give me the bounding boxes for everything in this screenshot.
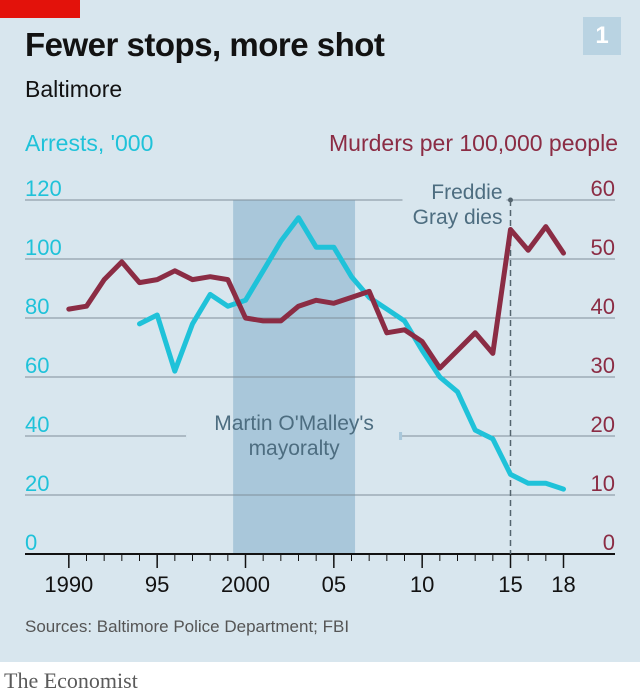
freddie-gray-dot: [508, 197, 513, 203]
left-tick-label: 40: [25, 412, 49, 437]
right-tick-label: 30: [591, 353, 615, 378]
x-tick-label: 10: [410, 572, 434, 597]
left-tick-label: 100: [25, 235, 62, 260]
x-tick-label: 1990: [44, 572, 93, 597]
left-tick-label: 0: [25, 530, 37, 555]
chart-subtitle: Baltimore: [25, 76, 123, 102]
right-tick-label: 50: [591, 235, 615, 260]
mayoralty-label: mayoralty: [249, 437, 341, 460]
right-axis-label: Murders per 100,000 people: [329, 130, 618, 156]
x-tick-label: 95: [145, 572, 169, 597]
left-axis-label: Arrests, '000: [25, 130, 154, 156]
x-tick-label: 15: [498, 572, 522, 597]
left-tick-label: 60: [25, 353, 49, 378]
right-tick-label: 40: [591, 294, 615, 319]
footer-bar: The Economist: [0, 662, 640, 697]
x-tick-label: 05: [322, 572, 346, 597]
murders-line: [66, 224, 566, 371]
x-tick-label: 2000: [221, 572, 270, 597]
chart-title: Fewer stops, more shot: [25, 26, 385, 63]
left-tick-label: 20: [25, 471, 49, 496]
mayoralty-label: Martin O'Malley's: [214, 412, 374, 435]
brand-red-tab: [0, 0, 80, 18]
right-tick-label: 60: [591, 176, 615, 201]
freddie-gray-label-mask: [402, 178, 507, 232]
brand-logo-text: The Economist: [4, 668, 138, 693]
chart-number-badge: 1: [583, 17, 621, 55]
x-tick-label: 18: [551, 572, 575, 597]
right-tick-label: 20: [591, 412, 615, 437]
arrests-line: [137, 215, 566, 492]
freddie-gray-label: Freddie: [431, 181, 502, 204]
source-note: Sources: Baltimore Police Department; FB…: [25, 617, 350, 636]
left-tick-label: 80: [25, 294, 49, 319]
freddie-gray-label: Gray dies: [413, 206, 503, 229]
mayoralty-label-mask: [355, 432, 400, 440]
right-tick-label: 0: [603, 530, 615, 555]
right-tick-label: 10: [591, 471, 615, 496]
mayoralty-label-mask: [186, 432, 403, 440]
left-tick-label: 120: [25, 176, 62, 201]
mayoralty-label-mask: [186, 432, 234, 440]
